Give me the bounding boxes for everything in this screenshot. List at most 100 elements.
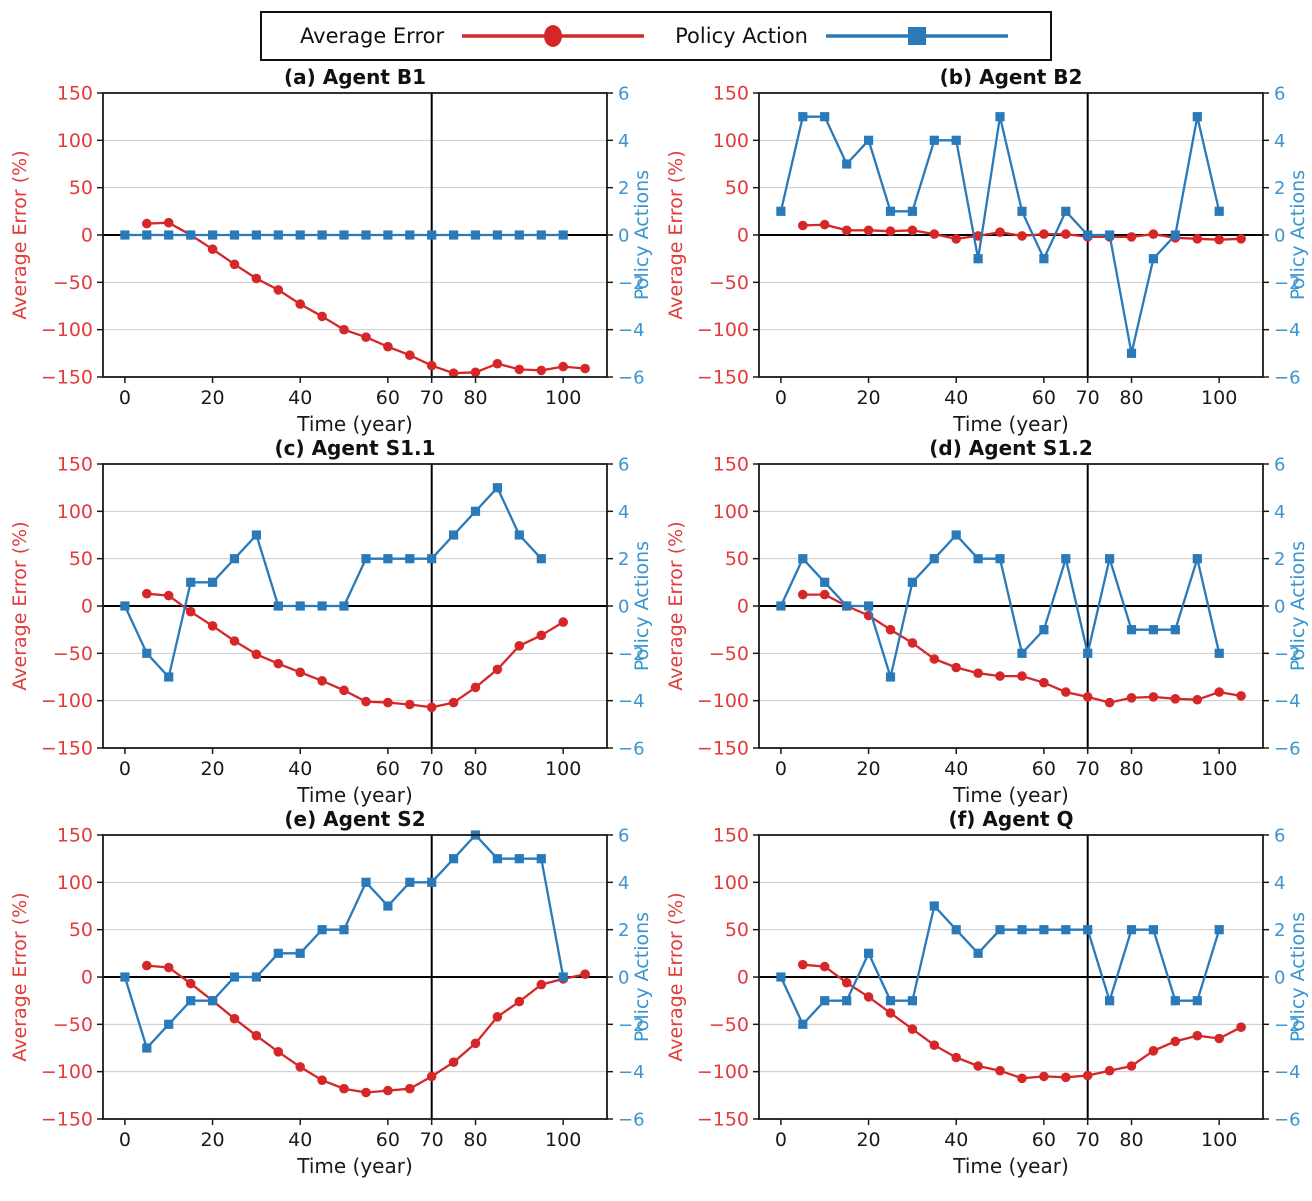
- right-tick-label: −4: [1274, 320, 1301, 341]
- left-tick-label: 50: [69, 177, 93, 199]
- data-point-square: [251, 530, 261, 540]
- data-point-square: [142, 1043, 152, 1053]
- legend-item-average-error: Average Error: [300, 22, 648, 50]
- left-tick-label: 150: [713, 454, 749, 476]
- left-tick-label: 100: [57, 130, 93, 152]
- left-tick-label: −100: [41, 690, 93, 712]
- data-point-square: [1192, 996, 1202, 1006]
- data-point-circle: [207, 621, 218, 631]
- x-axis-label: Time (year): [952, 1154, 1069, 1178]
- data-point-square: [273, 230, 283, 240]
- right-tick-label: 6: [618, 84, 629, 105]
- data-point-square: [1105, 996, 1115, 1006]
- data-point-square: [514, 230, 524, 240]
- x-axis-label: Time (year): [952, 783, 1069, 807]
- data-point-square: [361, 877, 371, 887]
- left-tick-label: −50: [53, 643, 93, 665]
- data-point-circle: [448, 368, 459, 379]
- left-tick-label: 100: [57, 872, 93, 894]
- data-point-square: [273, 601, 283, 611]
- left-tick-label: −150: [697, 367, 749, 389]
- x-axis-label: Time (year): [296, 783, 413, 807]
- data-point-circle: [819, 961, 830, 972]
- data-point-square: [929, 135, 939, 145]
- data-point-square: [208, 577, 218, 587]
- left-tick-label: 100: [713, 501, 749, 523]
- left-tick-label: 150: [57, 83, 93, 105]
- data-point-square: [907, 577, 917, 587]
- data-point-square: [536, 554, 546, 564]
- right-tick-label: −2: [618, 273, 645, 294]
- data-point-square: [1148, 254, 1158, 264]
- data-point-circle: [536, 979, 547, 990]
- data-point-circle: [907, 1024, 918, 1034]
- data-point-square: [842, 601, 852, 611]
- left-tick-label: −150: [697, 738, 749, 760]
- x-tick-label: 60: [376, 1129, 400, 1151]
- data-point-square: [929, 901, 939, 911]
- panel-c-title: (c) Agent S1.1: [274, 438, 435, 460]
- data-point-circle: [339, 1083, 349, 1094]
- data-point-circle: [426, 1071, 437, 1082]
- data-point-square: [973, 554, 983, 564]
- x-tick-label: 100: [1201, 387, 1237, 409]
- data-point-circle: [383, 341, 393, 352]
- data-point-circle: [514, 996, 525, 1007]
- data-point-square: [995, 925, 1005, 935]
- right-axis-label: Policy Actions: [1287, 912, 1309, 1042]
- data-point-square: [229, 230, 240, 240]
- data-point-circle: [973, 668, 983, 678]
- data-point-circle: [361, 696, 371, 707]
- left-tick-label: 0: [81, 967, 93, 989]
- right-axis-label: Policy Actions: [631, 912, 653, 1042]
- data-point-square: [1214, 648, 1224, 658]
- data-point-circle: [448, 697, 459, 708]
- panel-f-chart: (f) Agent Q150100500−50−100−1506420−2−4−…: [665, 807, 1309, 1178]
- right-tick-label: −6: [618, 739, 645, 760]
- data-point-square: [1170, 625, 1180, 635]
- left-tick-label: −100: [697, 1061, 749, 1083]
- data-point-circle: [339, 685, 349, 696]
- left-tick-label: −150: [41, 367, 93, 389]
- data-point-square: [820, 996, 830, 1006]
- data-point-square: [558, 230, 568, 240]
- right-axis-label: Policy Actions: [631, 170, 653, 300]
- panel-c-chart: (c) Agent S1.1150100500−50−100−1506420−2…: [9, 436, 653, 807]
- data-point-square: [1017, 925, 1027, 935]
- left-axis-label: Average Error (%): [665, 892, 687, 1061]
- legend-label-average-error: Average Error: [300, 24, 445, 48]
- policy-action-series: [120, 830, 568, 1053]
- data-point-square: [186, 996, 196, 1006]
- x-tick-label: 40: [288, 1129, 312, 1151]
- data-point-square: [273, 948, 283, 958]
- data-point-circle: [1039, 677, 1049, 688]
- x-tick-label: 60: [376, 387, 400, 409]
- data-point-circle: [580, 363, 590, 374]
- data-point-square: [120, 972, 130, 982]
- data-point-square: [820, 112, 830, 122]
- x-axis-label: Time (year): [296, 412, 413, 436]
- data-point-square: [1083, 230, 1093, 240]
- right-tick-label: −2: [1274, 273, 1301, 294]
- data-point-square: [164, 672, 174, 682]
- data-point-square: [142, 648, 152, 658]
- data-point-square: [492, 230, 502, 240]
- data-point-circle: [317, 676, 327, 686]
- data-point-square: [951, 135, 961, 145]
- data-point-square: [514, 530, 524, 540]
- left-axis-label: Average Error (%): [9, 892, 31, 1061]
- data-point-square: [1105, 230, 1115, 240]
- x-tick-label: 20: [200, 387, 224, 409]
- panel-b: (b) Agent B2 150 100 50 0 −50 −100 −150 6 4 2 0 −2 −4…: [656, 65, 1312, 438]
- average-error-line: [146, 964, 586, 1094]
- left-tick-label: 0: [81, 225, 93, 247]
- left-tick-label: 0: [737, 967, 749, 989]
- x-tick-label: 80: [1119, 1129, 1143, 1151]
- square-marker-icon: [826, 27, 1008, 45]
- panel-d-title: (d) Agent S1.2: [929, 438, 1093, 460]
- x-tick-label: 0: [775, 758, 787, 780]
- x-tick-label: 60: [1032, 387, 1056, 409]
- data-point-square: [973, 948, 983, 958]
- data-point-square: [1192, 554, 1202, 564]
- data-point-circle: [907, 638, 918, 648]
